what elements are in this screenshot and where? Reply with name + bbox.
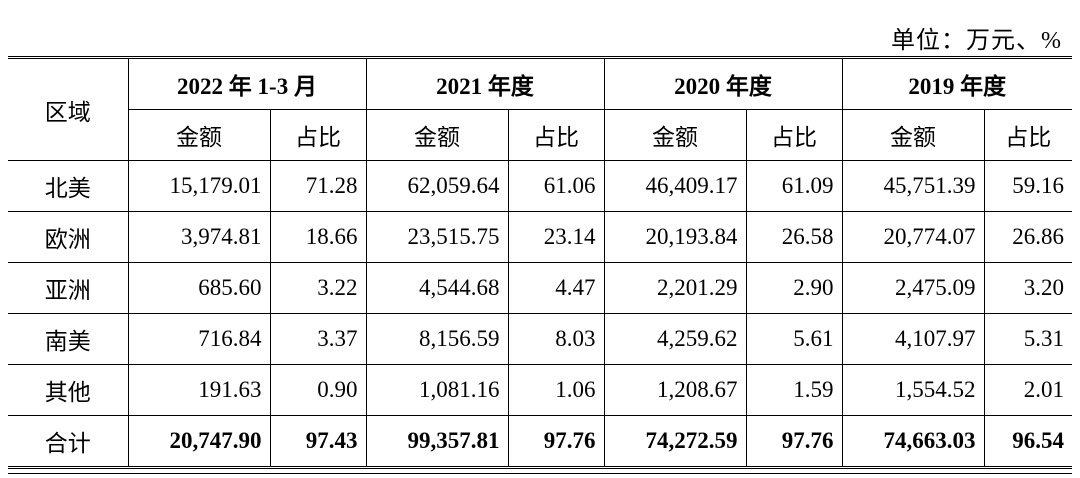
- share-cell: 61.06: [507, 160, 605, 212]
- share-cell: 71.28: [269, 160, 367, 212]
- amount-cell: 46,409.17: [603, 160, 747, 212]
- amount-cell: 74,663.03: [841, 415, 985, 467]
- share-column-header: 占比: [983, 109, 1073, 161]
- amount-cell: 2,201.29: [603, 262, 747, 314]
- unit-note: 单位：万元、%: [891, 28, 1062, 54]
- region-cell: 南美: [8, 313, 129, 365]
- amount-cell: 62,059.64: [365, 160, 509, 212]
- amount-cell: 4,107.97: [841, 313, 985, 365]
- amount-cell: 15,179.01: [127, 160, 271, 212]
- share-cell: 0.90: [269, 364, 367, 416]
- amount-cell: 20,193.84: [603, 211, 747, 263]
- amount-cell: 1,208.67: [603, 364, 747, 416]
- amount-cell: 4,259.62: [603, 313, 747, 365]
- share-cell: 3.37: [269, 313, 367, 365]
- region-cell: 欧洲: [8, 211, 129, 263]
- share-cell: 61.09: [745, 160, 843, 212]
- share-cell: 97.76: [745, 415, 843, 467]
- share-column-header: 占比: [507, 109, 605, 161]
- share-cell: 1.06: [507, 364, 605, 416]
- share-cell: 1.59: [745, 364, 843, 416]
- region-cell: 北美: [8, 160, 129, 212]
- region-revenue-table: 区域 2022 年 1-3 月 2021 年度 2020 年度 2019 年度 …: [8, 56, 1073, 467]
- region-column-header: 区域: [8, 57, 129, 161]
- table-row: 南美 716.84 3.37 8,156.59 8.03 4,259.62 5.…: [8, 313, 1073, 365]
- share-cell: 59.16: [983, 160, 1073, 212]
- amount-cell: 23,515.75: [365, 211, 509, 263]
- region-cell: 其他: [8, 364, 129, 416]
- share-cell: 5.61: [745, 313, 843, 365]
- amount-cell: 99,357.81: [365, 415, 509, 467]
- share-cell: 97.76: [507, 415, 605, 467]
- share-cell: 26.58: [745, 211, 843, 263]
- share-column-header: 占比: [269, 109, 367, 161]
- total-row: 合计 20,747.90 97.43 99,357.81 97.76 74,27…: [8, 415, 1073, 467]
- amount-cell: 45,751.39: [841, 160, 985, 212]
- share-cell: 4.47: [507, 262, 605, 314]
- amount-cell: 4,544.68: [365, 262, 509, 314]
- amount-cell: 1,081.16: [365, 364, 509, 416]
- share-cell: 96.54: [983, 415, 1073, 467]
- amount-column-header: 金额: [128, 109, 271, 161]
- amount-cell: 716.84: [127, 313, 271, 365]
- amount-column-header: 金额: [603, 109, 747, 161]
- share-column-header: 占比: [745, 109, 843, 161]
- amount-cell: 20,747.90: [127, 415, 271, 467]
- period-header: 2021 年度: [365, 57, 605, 110]
- amount-cell: 2,475.09: [841, 262, 985, 314]
- table-bottom-rule: [8, 468, 1072, 474]
- share-cell: 18.66: [269, 211, 367, 263]
- region-cell: 合计: [8, 415, 129, 467]
- period-header: 2020 年度: [603, 57, 843, 110]
- share-cell: 23.14: [507, 211, 605, 263]
- table-row: 北美 15,179.01 71.28 62,059.64 61.06 46,40…: [8, 160, 1073, 212]
- amount-cell: 685.60: [127, 262, 271, 314]
- amount-cell: 1,554.52: [841, 364, 985, 416]
- share-cell: 26.86: [983, 211, 1073, 263]
- amount-cell: 20,774.07: [841, 211, 985, 263]
- amount-cell: 74,272.59: [603, 415, 747, 467]
- table-row: 其他 191.63 0.90 1,081.16 1.06 1,208.67 1.…: [8, 364, 1073, 416]
- amount-cell: 8,156.59: [365, 313, 509, 365]
- region-cell: 亚洲: [8, 262, 129, 314]
- share-cell: 2.90: [745, 262, 843, 314]
- share-cell: 3.20: [983, 262, 1073, 314]
- table-row: 亚洲 685.60 3.22 4,544.68 4.47 2,201.29 2.…: [8, 262, 1073, 314]
- share-cell: 2.01: [983, 364, 1073, 416]
- amount-column-header: 金额: [365, 109, 509, 161]
- table-row: 欧洲 3,974.81 18.66 23,515.75 23.14 20,193…: [8, 211, 1073, 263]
- share-cell: 97.43: [269, 415, 367, 467]
- amount-cell: 191.63: [127, 364, 271, 416]
- amount-column-header: 金额: [841, 109, 985, 161]
- share-cell: 8.03: [507, 313, 605, 365]
- share-cell: 3.22: [269, 262, 367, 314]
- share-cell: 5.31: [983, 313, 1073, 365]
- period-header: 2019 年度: [841, 57, 1073, 110]
- period-header: 2022 年 1-3 月: [127, 57, 367, 110]
- amount-cell: 3,974.81: [127, 211, 271, 263]
